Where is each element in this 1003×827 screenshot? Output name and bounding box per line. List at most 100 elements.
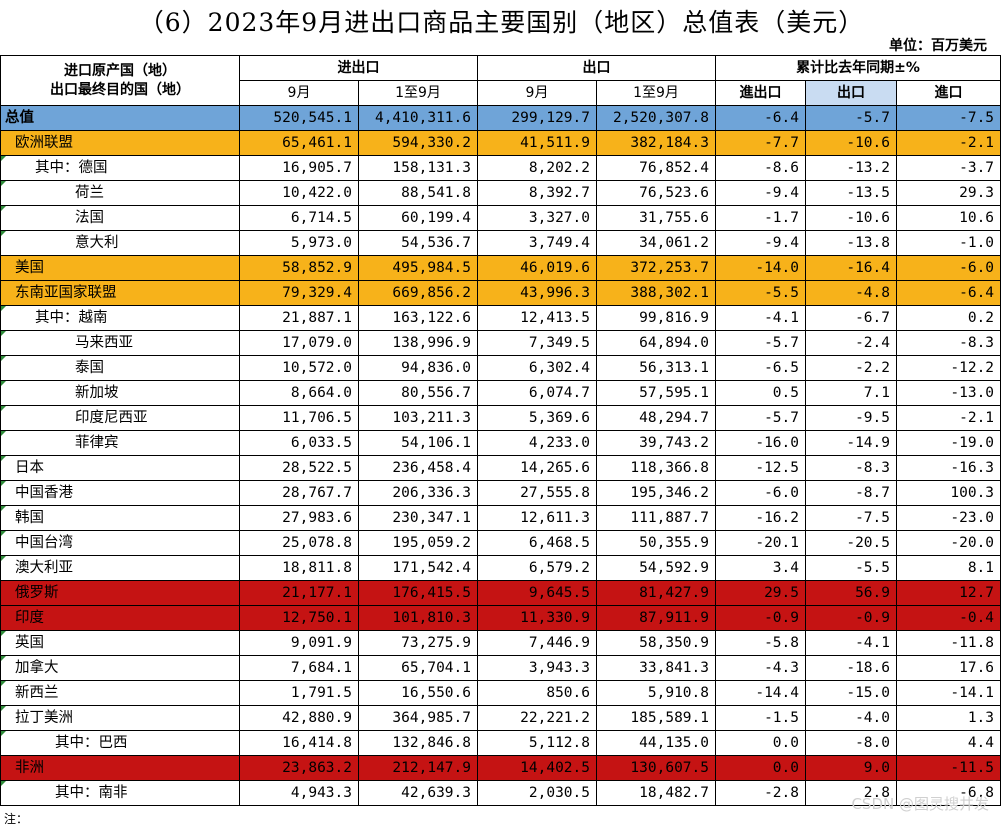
sep-export-cell[interactable]: 46,019.6 (477, 255, 597, 281)
region-name-cell[interactable]: 印度 (0, 605, 240, 631)
yoy-import-cell[interactable]: 17.6 (895, 655, 1002, 681)
yoy-total-cell[interactable]: 3.4 (715, 555, 806, 581)
yoy-total-cell[interactable]: -20.1 (715, 530, 806, 556)
sep-total-cell[interactable]: 28,522.5 (239, 455, 359, 481)
region-name-cell[interactable]: 印度尼西亚 (0, 405, 240, 431)
jan-sep-export-cell[interactable]: 34,061.2 (596, 230, 716, 256)
yoy-total-cell[interactable]: -16.0 (715, 430, 806, 456)
yoy-total-cell[interactable]: -4.3 (715, 655, 806, 681)
yoy-import-cell[interactable]: -16.3 (895, 455, 1002, 481)
yoy-export-cell[interactable]: -10.6 (805, 130, 897, 156)
header-yoy[interactable]: 累计比去年同期±% (714, 55, 1002, 81)
sep-export-cell[interactable]: 11,330.9 (477, 605, 597, 631)
sep-export-cell[interactable]: 850.6 (477, 680, 597, 706)
yoy-total-cell[interactable]: -6.4 (715, 105, 806, 131)
region-name-cell[interactable]: 东南亚国家联盟 (0, 280, 240, 306)
region-name-cell[interactable]: 马来西亚 (0, 330, 240, 356)
yoy-export-cell[interactable]: -2.4 (805, 330, 897, 356)
jan-sep-total-cell[interactable]: 171,542.4 (358, 555, 478, 581)
sep-export-cell[interactable]: 12,413.5 (477, 305, 597, 331)
jan-sep-export-cell[interactable]: 372,253.7 (596, 255, 716, 281)
yoy-export-cell[interactable]: -8.7 (805, 480, 897, 506)
yoy-export-cell[interactable]: -6.7 (805, 305, 897, 331)
sep-total-cell[interactable]: 21,887.1 (239, 305, 359, 331)
sep-total-cell[interactable]: 10,572.0 (239, 355, 359, 381)
yoy-export-cell[interactable]: -4.0 (805, 705, 897, 731)
yoy-import-cell[interactable]: 1.3 (895, 705, 1002, 731)
jan-sep-export-cell[interactable]: 18,482.7 (596, 780, 716, 806)
jan-sep-export-cell[interactable]: 5,910.8 (596, 680, 716, 706)
yoy-import-cell[interactable]: -11.5 (895, 755, 1002, 781)
jan-sep-total-cell[interactable]: 65,704.1 (358, 655, 478, 681)
region-name-cell[interactable]: 中国台湾 (0, 530, 240, 556)
sep-export-cell[interactable]: 299,129.7 (477, 105, 597, 131)
yoy-import-cell[interactable]: -3.7 (895, 155, 1002, 181)
jan-sep-total-cell[interactable]: 88,541.8 (358, 180, 478, 206)
yoy-total-cell[interactable]: -14.0 (715, 255, 806, 281)
sep-export-cell[interactable]: 4,233.0 (477, 430, 597, 456)
sep-total-cell[interactable]: 28,767.7 (239, 480, 359, 506)
yoy-total-cell[interactable]: -7.7 (715, 130, 806, 156)
sep-total-cell[interactable]: 18,811.8 (239, 555, 359, 581)
sep-export-cell[interactable]: 14,402.5 (477, 755, 597, 781)
jan-sep-export-cell[interactable]: 388,302.1 (596, 280, 716, 306)
jan-sep-total-cell[interactable]: 138,996.9 (358, 330, 478, 356)
yoy-export-cell[interactable]: -4.1 (805, 630, 897, 656)
sep-export-cell[interactable]: 8,202.2 (477, 155, 597, 181)
region-name-cell[interactable]: 新加坡 (0, 380, 240, 406)
jan-sep-total-cell[interactable]: 230,347.1 (358, 505, 478, 531)
yoy-import-cell[interactable]: 8.1 (895, 555, 1002, 581)
region-name-cell[interactable]: 意大利 (0, 230, 240, 256)
yoy-total-cell[interactable]: -9.4 (715, 180, 806, 206)
yoy-export-cell[interactable]: -8.3 (805, 455, 897, 481)
yoy-import-cell[interactable]: -23.0 (895, 505, 1002, 531)
jan-sep-total-cell[interactable]: 42,639.3 (358, 780, 478, 806)
region-name-cell[interactable]: 非洲 (0, 755, 240, 781)
jan-sep-total-cell[interactable]: 132,846.8 (358, 730, 478, 756)
yoy-export-cell[interactable]: -15.0 (805, 680, 897, 706)
sep-total-cell[interactable]: 4,943.3 (239, 780, 359, 806)
jan-sep-total-cell[interactable]: 163,122.6 (358, 305, 478, 331)
sep-total-cell[interactable]: 7,684.1 (239, 655, 359, 681)
sep-total-cell[interactable]: 520,545.1 (239, 105, 359, 131)
region-name-cell[interactable]: 美国 (0, 255, 240, 281)
yoy-total-cell[interactable]: -5.7 (715, 330, 806, 356)
jan-sep-total-cell[interactable]: 54,536.7 (358, 230, 478, 256)
jan-sep-total-cell[interactable]: 594,330.2 (358, 130, 478, 156)
yoy-export-cell[interactable]: -13.2 (805, 155, 897, 181)
sep-total-cell[interactable]: 5,973.0 (239, 230, 359, 256)
yoy-total-cell[interactable]: -2.8 (715, 780, 806, 806)
region-name-cell[interactable]: 其中：南非 (0, 780, 240, 806)
yoy-import-cell[interactable]: -2.1 (895, 405, 1002, 431)
header-export[interactable]: 出口 (477, 55, 716, 81)
sep-export-cell[interactable]: 5,112.8 (477, 730, 597, 756)
sep-total-cell[interactable]: 58,852.9 (239, 255, 359, 281)
jan-sep-export-cell[interactable]: 118,366.8 (596, 455, 716, 481)
yoy-export-cell[interactable]: -18.6 (805, 655, 897, 681)
yoy-import-cell[interactable]: -13.0 (895, 380, 1002, 406)
yoy-total-cell[interactable]: -5.7 (715, 405, 806, 431)
jan-sep-export-cell[interactable]: 44,135.0 (596, 730, 716, 756)
jan-sep-export-cell[interactable]: 195,346.2 (596, 480, 716, 506)
yoy-export-cell[interactable]: 56.9 (805, 580, 897, 606)
yoy-total-cell[interactable]: -0.9 (715, 605, 806, 631)
region-name-cell[interactable]: 新西兰 (0, 680, 240, 706)
region-name-cell[interactable]: 欧洲联盟 (0, 130, 240, 156)
yoy-total-cell[interactable]: 0.0 (715, 755, 806, 781)
jan-sep-export-cell[interactable]: 57,595.1 (596, 380, 716, 406)
yoy-export-cell[interactable]: -13.5 (805, 180, 897, 206)
jan-sep-export-cell[interactable]: 33,841.3 (596, 655, 716, 681)
header-export-sep[interactable]: 9月 (477, 80, 597, 106)
jan-sep-total-cell[interactable]: 73,275.9 (358, 630, 478, 656)
yoy-export-cell[interactable]: -10.6 (805, 205, 897, 231)
yoy-import-cell[interactable]: -14.1 (895, 680, 1002, 706)
yoy-import-cell[interactable]: 10.6 (895, 205, 1002, 231)
region-name-cell[interactable]: 泰国 (0, 355, 240, 381)
yoy-import-cell[interactable]: -12.2 (895, 355, 1002, 381)
sep-total-cell[interactable]: 16,414.8 (239, 730, 359, 756)
header-export-jan-sep[interactable]: 1至9月 (596, 80, 716, 106)
sep-export-cell[interactable]: 41,511.9 (477, 130, 597, 156)
yoy-export-cell[interactable]: -20.5 (805, 530, 897, 556)
yoy-total-cell[interactable]: -4.1 (715, 305, 806, 331)
region-name-cell[interactable]: 韩国 (0, 505, 240, 531)
